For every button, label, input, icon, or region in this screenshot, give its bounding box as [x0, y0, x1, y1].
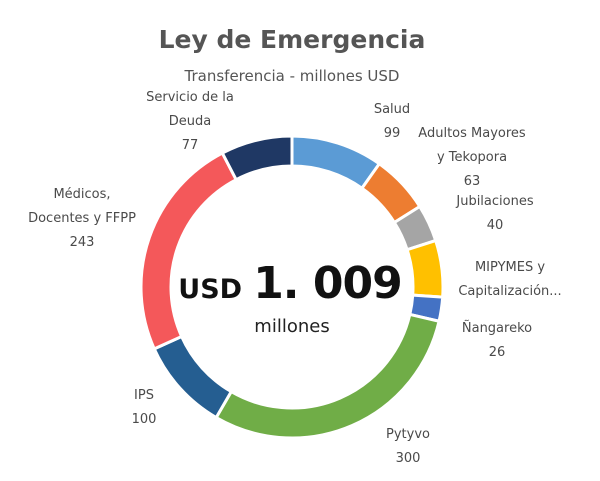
slice-3	[405, 238, 445, 299]
slice-7	[139, 151, 239, 351]
slice-label-8: Servicio de la Deuda 77	[146, 90, 234, 153]
center-value: 1. 009	[253, 258, 402, 309]
donut-slices	[139, 134, 445, 440]
slice-label-6: IPS 100	[132, 388, 157, 427]
slice-label-4: Ñangareko 26	[462, 320, 532, 360]
slice-label-0: Salud 99	[374, 102, 410, 141]
slice-6	[152, 334, 234, 420]
center-total: USD 1. 009	[178, 258, 401, 309]
chart-title: Ley de Emergencia	[159, 25, 426, 54]
slice-label-1: Adultos Mayores y Tekopora 63	[418, 126, 526, 189]
slice-label-3: MIPYMES y Capitalización...	[458, 260, 561, 299]
slice-label-7: Médicos, Docentes y FFPP 243	[28, 187, 136, 250]
center-unit: USD	[178, 274, 242, 305]
slice-8	[220, 134, 294, 182]
chart-subtitle: Transferencia - millones USD	[184, 67, 400, 85]
slice-label-2: Jubilaciones 40	[455, 194, 533, 233]
slice-label-5: Pytyvo 300	[386, 427, 430, 466]
center-caption: millones	[254, 316, 329, 337]
slice-labels: Salud 99 Adultos Mayores y Tekopora 63 Jubila…	[28, 90, 562, 466]
